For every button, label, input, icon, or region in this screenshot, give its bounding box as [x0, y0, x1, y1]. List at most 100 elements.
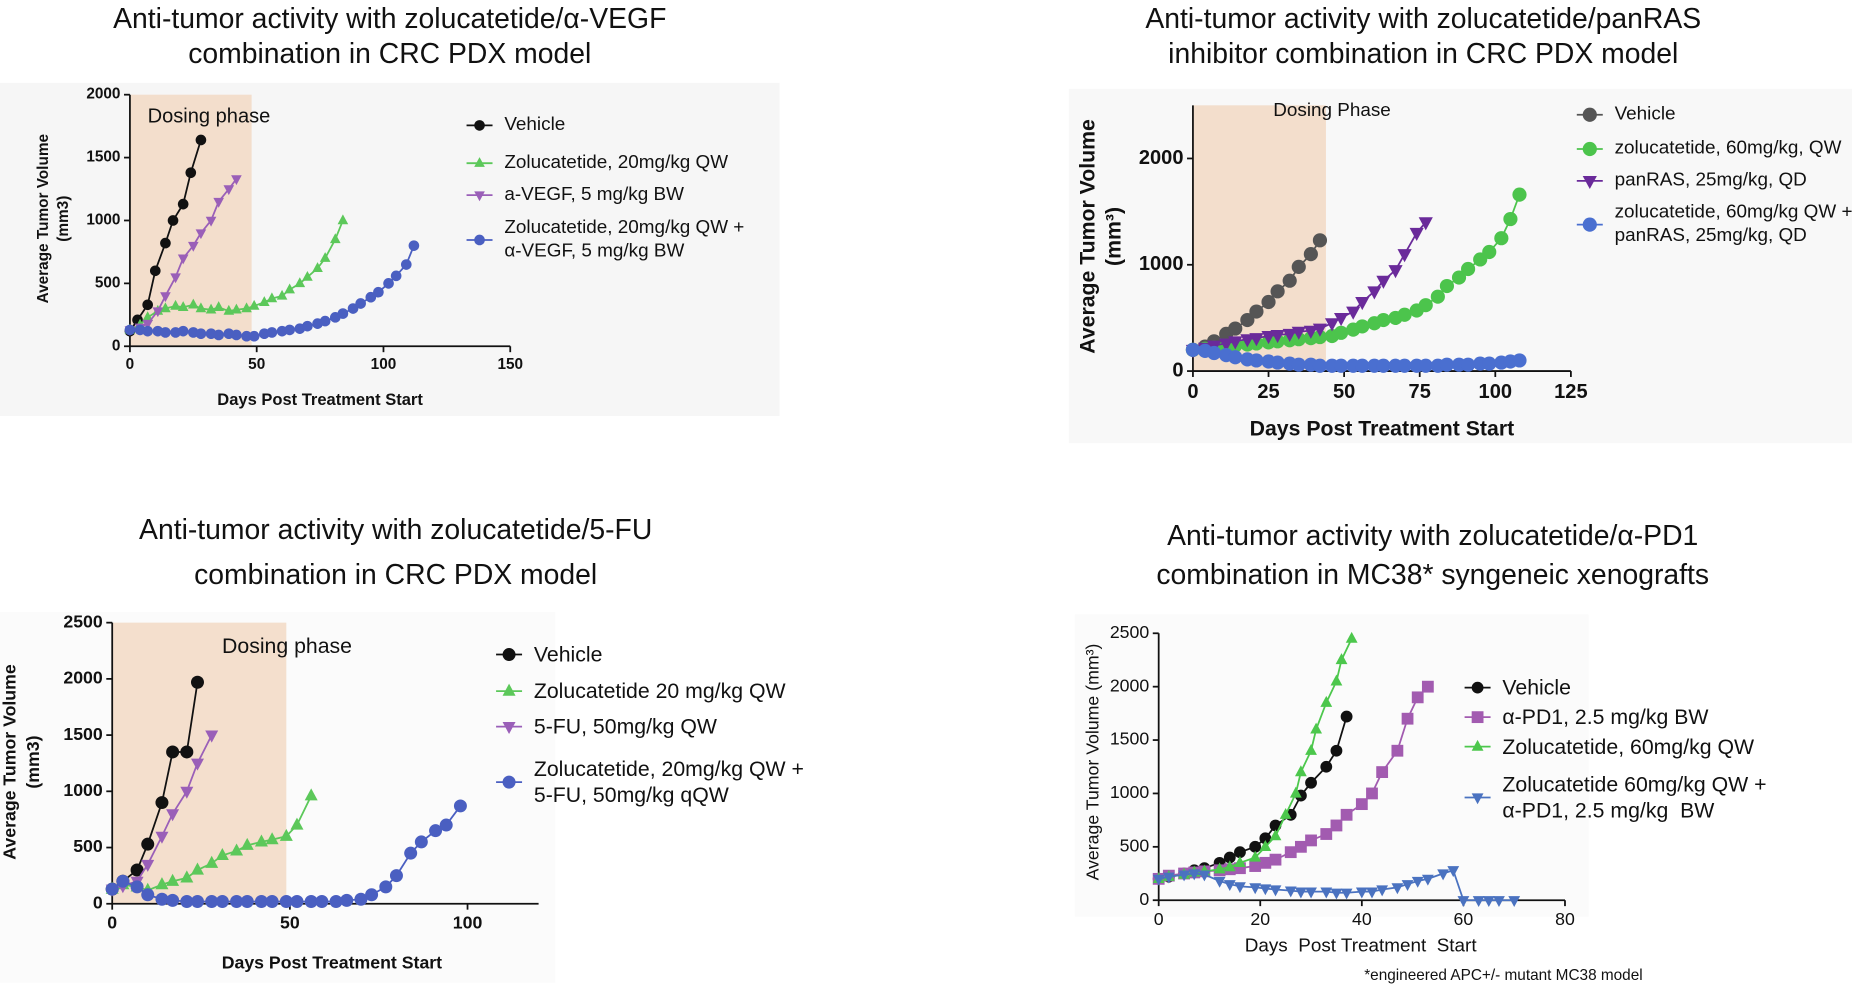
legend-marker	[502, 648, 516, 662]
chart-panel: Anti-tumor activity with zolucatetide/5-…	[0, 514, 804, 983]
data-point	[1284, 886, 1297, 898]
data-point	[1366, 787, 1378, 800]
data-point	[1259, 832, 1272, 845]
data-point	[1259, 856, 1272, 869]
y-axis-label: Average Tumor Volume (mm³)	[1082, 644, 1102, 881]
chart-title: combination in CRC PDX model	[194, 559, 597, 591]
data-point	[312, 262, 323, 273]
data-point	[1512, 353, 1527, 368]
data-point	[1397, 307, 1412, 322]
data-point	[1152, 874, 1165, 886]
data-point	[258, 296, 270, 306]
x-axis-label: Days Post Treatment Start	[1250, 417, 1515, 441]
data-point	[142, 299, 153, 311]
data-point	[304, 788, 318, 801]
y-tick-label: 0	[112, 337, 121, 354]
legend-label: Zolucatetide 60mg/kg QW + α-PD1, 2.5 mg/…	[1502, 772, 1767, 823]
data-point	[1493, 896, 1505, 908]
data-point	[329, 233, 341, 244]
data-point	[1259, 884, 1272, 896]
data-point	[1512, 187, 1527, 202]
legend-label: 5-FU, 50mg/kg QW	[533, 714, 717, 739]
legend-label: panRAS, 25mg/kg, QD	[1614, 170, 1807, 191]
legend-marker	[1471, 711, 1484, 724]
data-point	[1367, 286, 1382, 300]
data-point	[205, 855, 219, 868]
data-point	[1330, 888, 1343, 900]
legend-label: Vehicle	[504, 114, 566, 135]
data-point	[1397, 358, 1412, 373]
data-point	[1330, 819, 1343, 832]
data-point	[149, 265, 161, 277]
data-point	[355, 298, 366, 309]
data-point	[155, 796, 169, 810]
data-point	[1305, 887, 1317, 899]
dosing-phase-label: Dosing phase	[222, 634, 352, 658]
data-point	[141, 888, 155, 902]
data-point	[1234, 846, 1246, 859]
data-point	[1269, 853, 1282, 866]
legend-label: Vehicle	[533, 642, 603, 667]
data-point	[1312, 233, 1328, 248]
data-point	[1391, 744, 1404, 757]
data-point	[215, 847, 229, 860]
data-point	[155, 831, 169, 844]
data-point	[1388, 265, 1403, 279]
legend-marker	[1471, 793, 1484, 805]
data-point	[1249, 304, 1264, 319]
data-point	[1249, 850, 1262, 862]
legend-label-box: Zolucatetide, 60mg/kg QW	[1502, 735, 1754, 759]
data-point	[167, 215, 179, 226]
legend-marker	[1582, 107, 1597, 122]
data-point	[180, 786, 194, 799]
data-point	[279, 895, 293, 909]
data-point	[240, 895, 254, 909]
legend-marker	[502, 683, 516, 696]
data-point	[1482, 356, 1497, 371]
data-point	[319, 315, 331, 327]
data-point	[1234, 856, 1246, 867]
legend-marker	[1471, 739, 1484, 751]
chart-panel: Anti-tumor activity with zolucatetide/α-…	[1074, 520, 1767, 984]
data-point	[1457, 896, 1470, 908]
y-tick-label: 1000	[1110, 782, 1150, 802]
data-point	[1240, 312, 1255, 328]
legend-label: Zolucatetide, 20mg/kg QW	[504, 152, 729, 173]
legend-marker	[474, 120, 485, 131]
data-point	[141, 859, 155, 872]
data-point	[1335, 653, 1348, 665]
x-tick-label: 125	[1554, 381, 1587, 403]
chart-title: inhibitor combination in CRC PDX model	[1168, 38, 1678, 70]
data-point	[337, 214, 349, 225]
legend-label: zolucatetide, 60mg/kg QW + panRAS, 25mg/…	[1614, 202, 1852, 246]
data-point	[1330, 744, 1343, 757]
data-point	[231, 175, 242, 186]
data-point	[180, 745, 194, 759]
data-point	[290, 817, 304, 830]
legend-label: zolucatetide, 60mg/kg, QW	[1614, 138, 1842, 159]
legend-label-box: Vehicle	[504, 114, 566, 135]
data-point	[241, 330, 252, 342]
data-point	[1312, 329, 1328, 345]
data-point	[155, 877, 169, 890]
data-point	[1439, 278, 1455, 294]
data-point	[1294, 887, 1307, 899]
legend-marker	[474, 191, 485, 202]
data-point	[1198, 870, 1211, 882]
dosing-phase-label: Dosing Phase	[1273, 100, 1391, 121]
data-point	[177, 325, 189, 337]
data-point	[404, 846, 418, 860]
data-point	[166, 873, 180, 886]
data-point	[1447, 866, 1460, 878]
footnote: *engineered APC+/- mutant MC38 model	[1364, 967, 1642, 984]
chart-panel: Anti-tumor activity with zolucatetide/pa…	[1068, 3, 1852, 444]
data-point	[195, 134, 207, 146]
legend-label-box: Zolucatetide, 20mg/kg QW + 5-FU, 50mg/kg…	[534, 757, 804, 807]
data-point	[1213, 876, 1226, 888]
data-point	[373, 286, 384, 298]
data-point	[205, 216, 217, 227]
legend-marker	[1582, 217, 1597, 232]
data-point	[1482, 896, 1495, 908]
data-point	[240, 837, 254, 850]
